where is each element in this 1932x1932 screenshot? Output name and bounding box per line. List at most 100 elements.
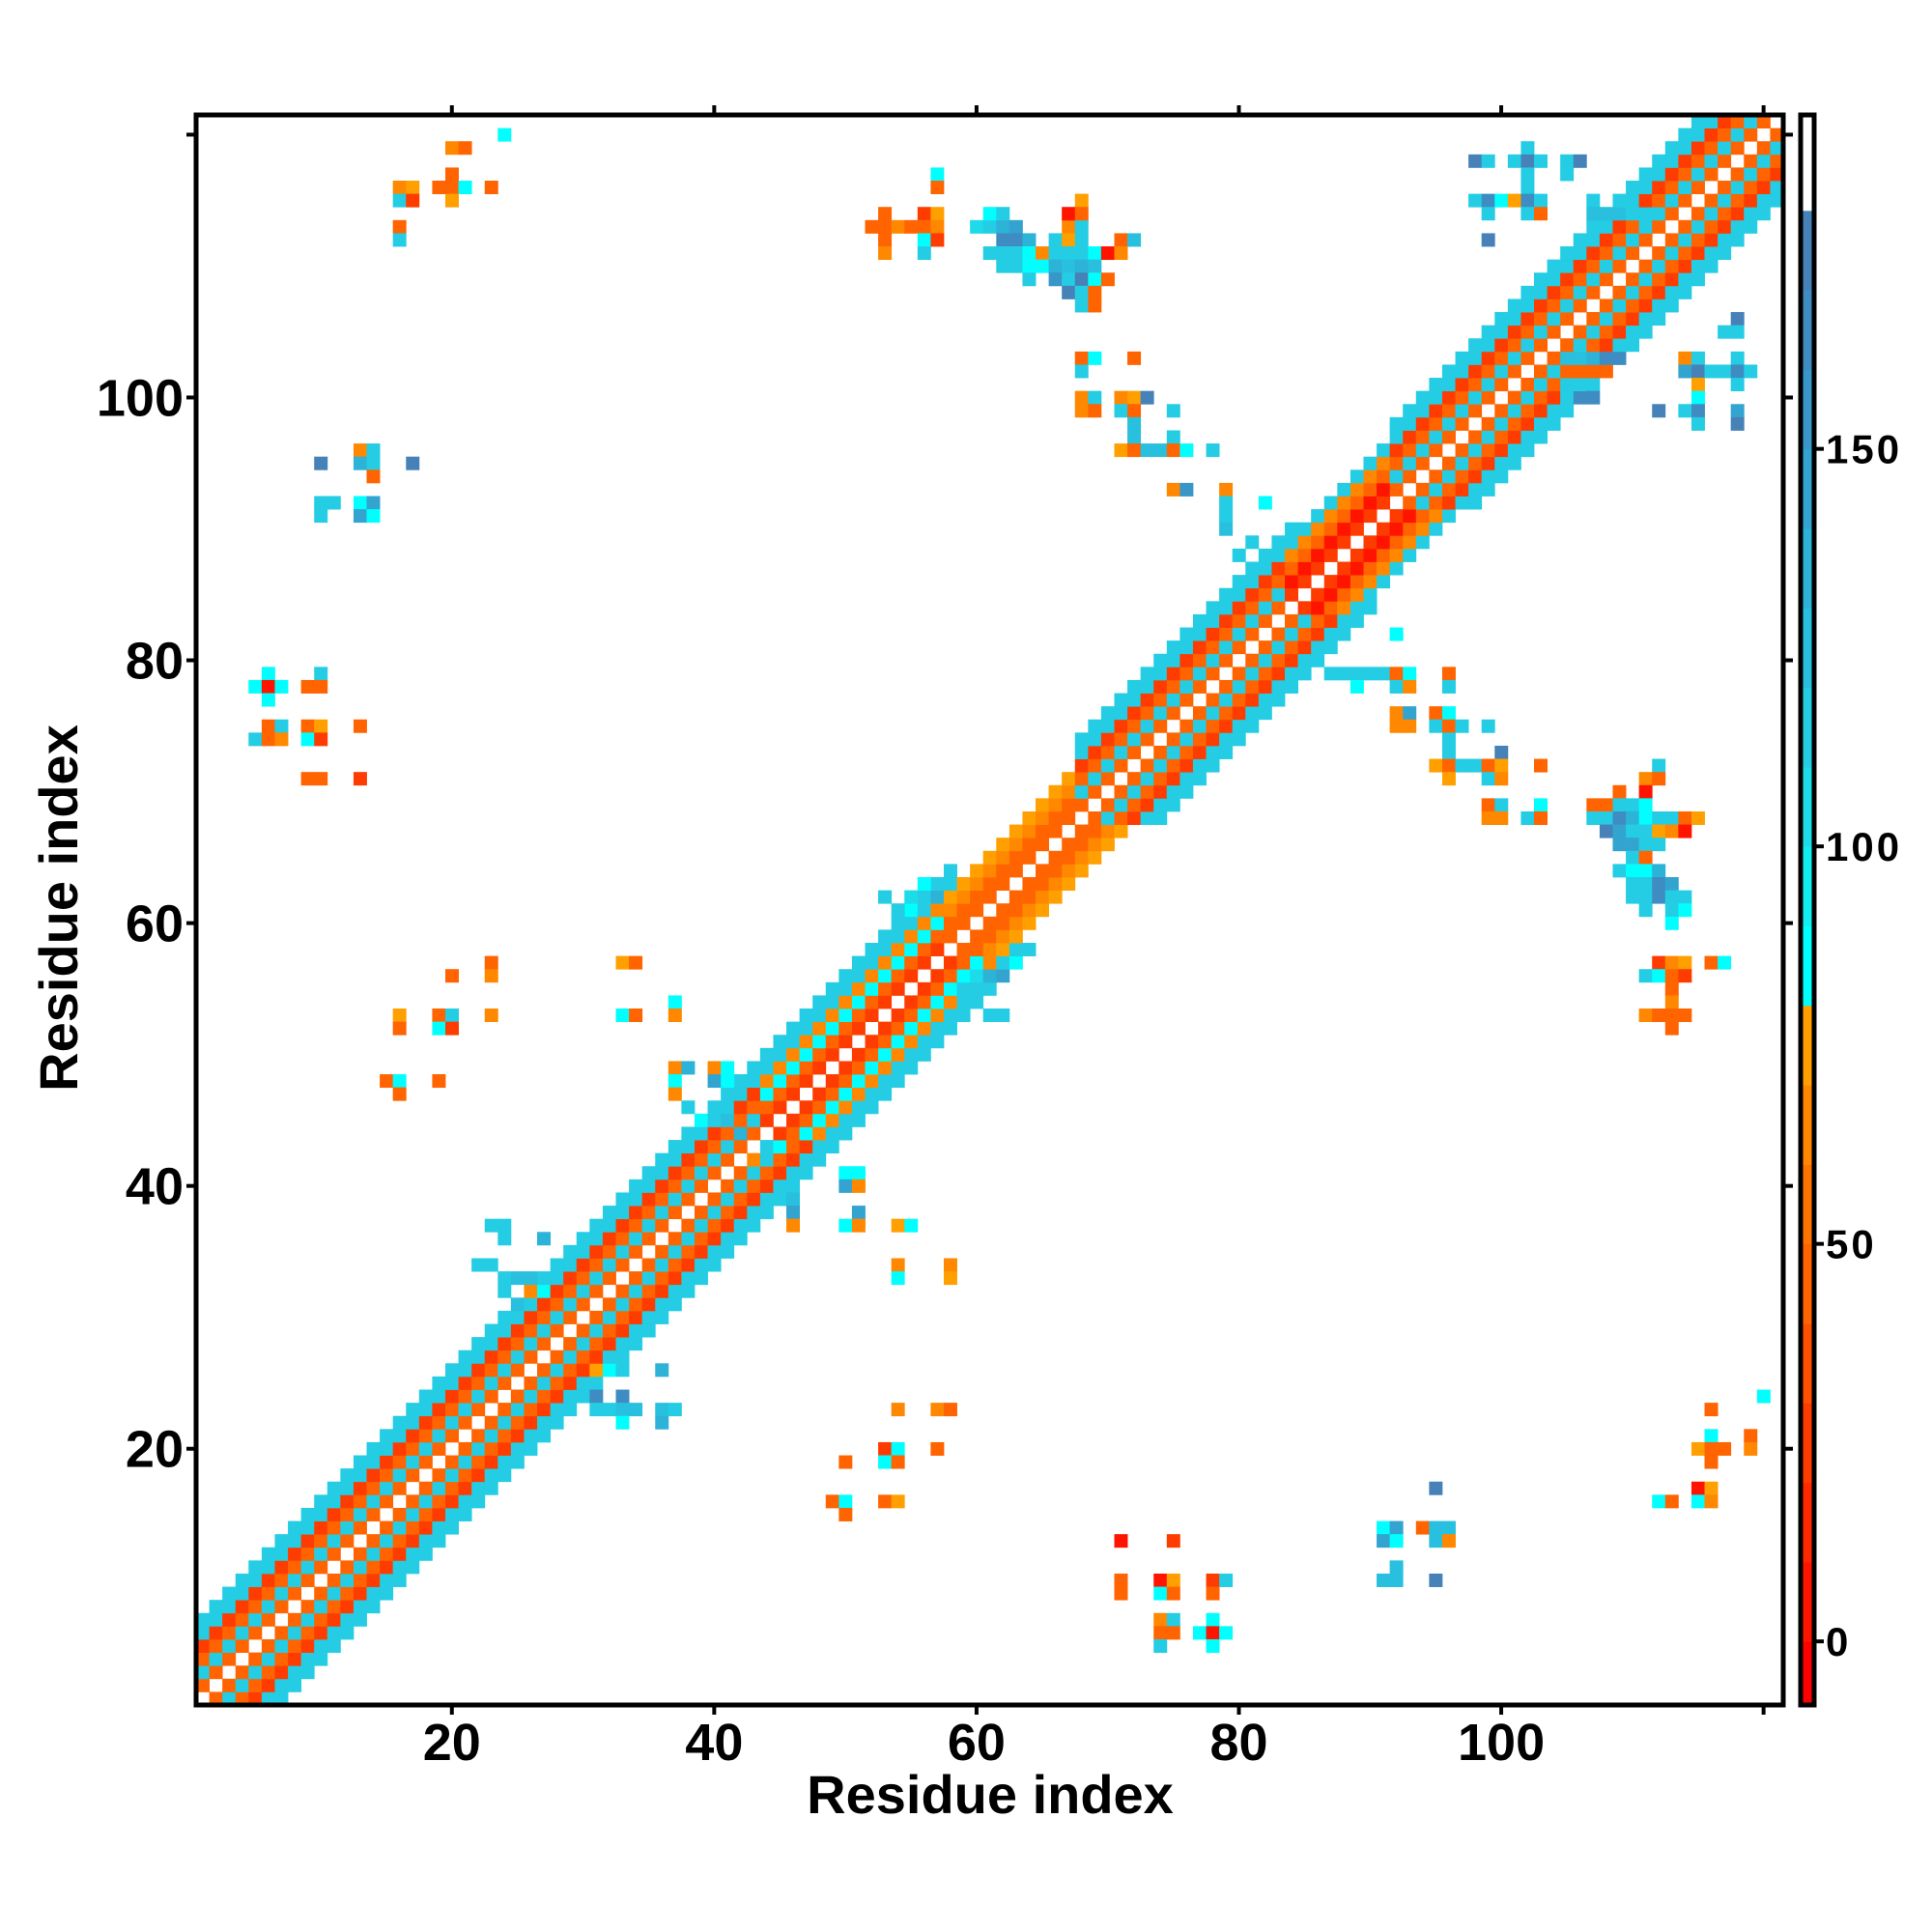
heatmap-cell <box>340 1600 355 1614</box>
heatmap-cell <box>681 1140 696 1154</box>
heatmap-cell <box>996 943 1010 957</box>
heatmap-cell <box>747 1218 761 1233</box>
heatmap-cell <box>943 1271 957 1286</box>
heatmap-cell <box>1573 272 1587 287</box>
heatmap-cell <box>1429 443 1443 458</box>
heatmap-cell <box>274 1691 289 1706</box>
heatmap-cell <box>904 1021 919 1036</box>
heatmap-cell <box>615 1192 630 1207</box>
heatmap-cell <box>1166 679 1180 694</box>
heatmap-cell <box>629 1271 643 1286</box>
colorbar-bin <box>1801 1561 1814 1642</box>
heatmap-cell <box>1626 246 1640 261</box>
heatmap-cell <box>444 1403 459 1417</box>
heatmap-cell <box>799 1021 813 1036</box>
heatmap-cell <box>1415 416 1430 431</box>
heatmap-cell <box>668 1192 682 1207</box>
heatmap-cell <box>747 1100 761 1115</box>
heatmap-cell <box>1415 456 1430 470</box>
heatmap-cell <box>851 1009 866 1023</box>
heatmap-cell <box>288 1534 302 1548</box>
heatmap-cell <box>891 219 905 234</box>
heatmap-cell <box>668 1297 682 1312</box>
heatmap-cell <box>865 1100 879 1115</box>
heatmap-cell <box>392 1481 407 1495</box>
heatmap-cell <box>1153 443 1168 458</box>
heatmap-cell <box>982 207 997 221</box>
heatmap-cell <box>812 995 827 1009</box>
heatmap-cell <box>1350 679 1364 694</box>
heatmap-cell <box>996 903 1010 918</box>
heatmap-cell <box>1520 207 1535 221</box>
heatmap-cell <box>1350 587 1364 602</box>
heatmap-cell <box>1140 443 1154 458</box>
heatmap-cell <box>773 1140 787 1154</box>
heatmap-cell <box>484 955 498 970</box>
heatmap-cell <box>812 1009 827 1023</box>
heatmap-cell <box>641 1179 656 1193</box>
heatmap-cell <box>602 1218 616 1233</box>
heatmap-cell <box>497 1363 512 1378</box>
heatmap-cell <box>576 1297 590 1312</box>
heatmap-cell <box>917 207 931 221</box>
heatmap-cell <box>1206 653 1220 668</box>
heatmap-cell <box>956 876 971 891</box>
heatmap-cell <box>1258 575 1272 589</box>
heatmap-cell <box>655 1206 669 1220</box>
heatmap-cell <box>1744 154 1758 168</box>
heatmap-cell <box>1219 640 1234 655</box>
heatmap-cell <box>1690 364 1705 379</box>
heatmap-cell <box>418 1481 433 1495</box>
heatmap-cell <box>444 1363 459 1378</box>
heatmap-cell <box>1206 706 1220 721</box>
heatmap-cell <box>1166 758 1180 773</box>
heatmap-cell <box>392 1009 407 1023</box>
colorbar-bin <box>1801 290 1814 370</box>
heatmap-cell <box>721 1074 735 1089</box>
heatmap-cell <box>721 1087 735 1101</box>
x-tick-label: 100 <box>1458 1714 1545 1772</box>
heatmap-cell <box>1638 325 1653 339</box>
heatmap-cell <box>1612 784 1627 799</box>
heatmap-cell <box>314 1626 328 1640</box>
heatmap-cell <box>1403 535 1417 550</box>
heatmap-cell <box>1285 613 1298 628</box>
heatmap-cell <box>471 1363 486 1378</box>
heatmap-cell <box>314 1534 328 1548</box>
heatmap-cell <box>1638 784 1653 799</box>
colorbar-bin <box>1801 1005 1814 1086</box>
heatmap-cell <box>1626 207 1640 221</box>
heatmap-cell <box>1586 312 1601 327</box>
heatmap-cell <box>1652 1494 1666 1509</box>
heatmap-cell <box>1285 522 1298 536</box>
heatmap-cell <box>484 1337 498 1351</box>
x-axis-title: Residue index <box>807 1764 1174 1825</box>
heatmap-cell <box>1074 272 1089 287</box>
heatmap-cell <box>1507 430 1521 444</box>
heatmap-cell <box>1507 193 1521 208</box>
heatmap-cell <box>248 1560 263 1575</box>
heatmap-cell <box>432 181 446 195</box>
heatmap-cell <box>1022 916 1037 930</box>
heatmap-cell <box>340 1560 355 1575</box>
heatmap-cell <box>759 1179 774 1193</box>
heatmap-cell <box>484 1258 498 1272</box>
heatmap-cell <box>1192 613 1207 628</box>
heatmap-cell <box>1245 613 1260 628</box>
heatmap-cell <box>1652 955 1666 970</box>
heatmap-cell <box>1455 390 1469 405</box>
heatmap-cell <box>1166 1626 1180 1640</box>
heatmap-cell <box>406 193 420 208</box>
heatmap-cell <box>982 864 997 878</box>
heatmap-cell <box>1586 810 1601 825</box>
heatmap-cell <box>1337 509 1351 524</box>
heatmap-cell <box>209 1665 223 1680</box>
heatmap-cell <box>602 1363 616 1378</box>
heatmap-cell <box>825 1100 839 1115</box>
heatmap-cell <box>851 969 866 983</box>
heatmap-cell <box>1664 1494 1679 1509</box>
heatmap-cell <box>1586 390 1601 405</box>
heatmap-cell <box>917 903 931 918</box>
heatmap-cell <box>891 943 905 957</box>
